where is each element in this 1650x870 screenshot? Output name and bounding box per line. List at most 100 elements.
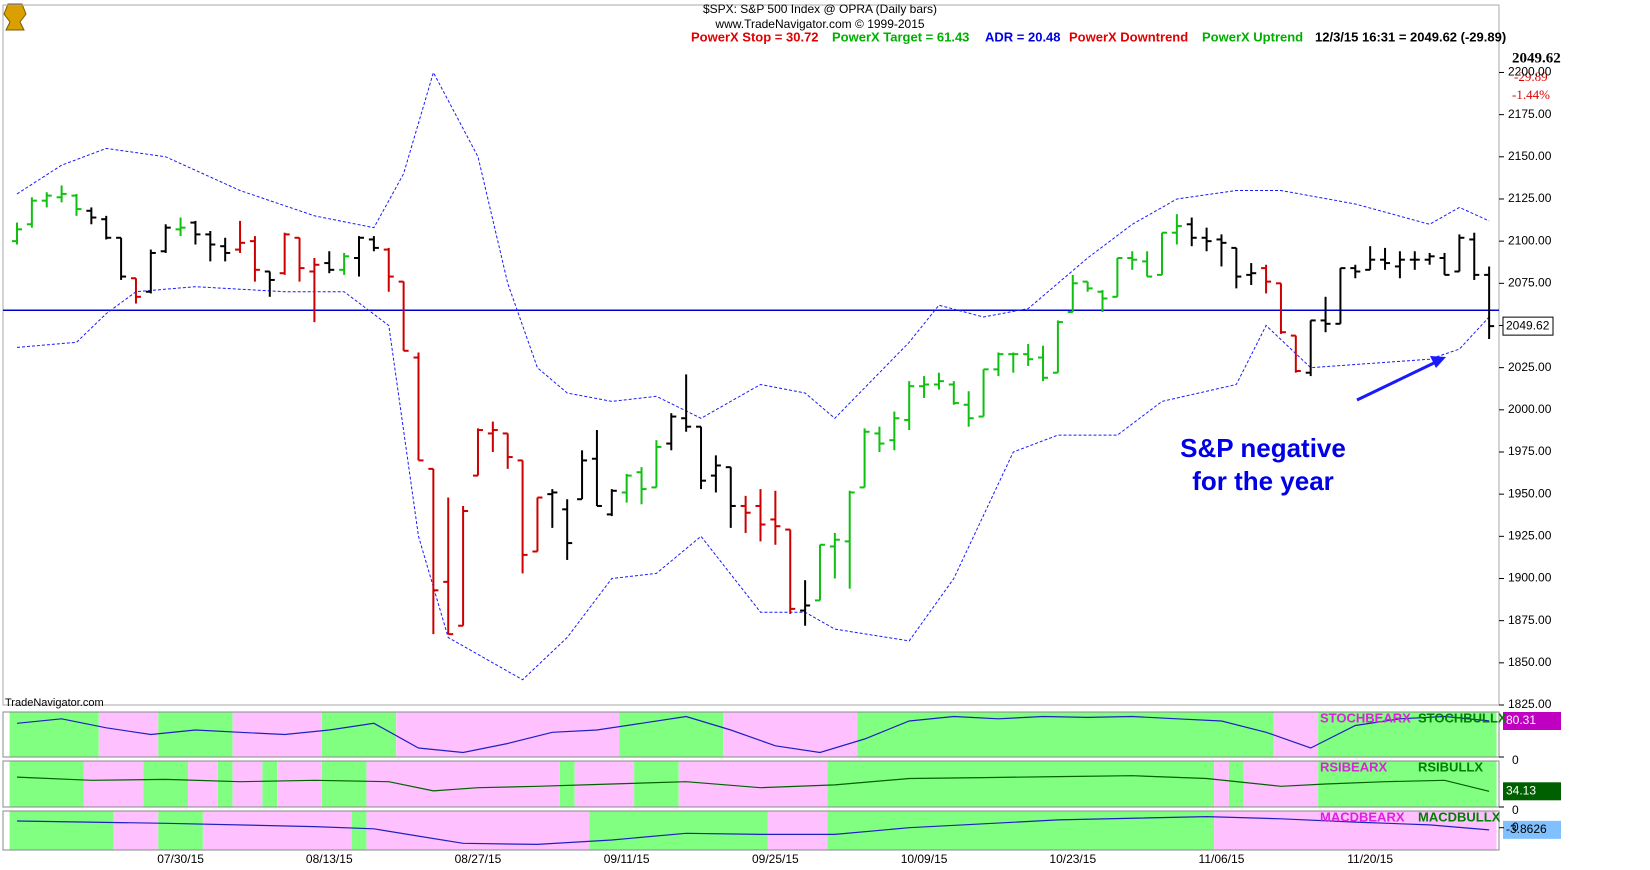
- y-tick-label: 1825.00: [1508, 697, 1552, 711]
- indicator-line: [16, 715, 1490, 754]
- value-label: -3.8626: [1506, 822, 1547, 836]
- trend-zone: [723, 712, 858, 757]
- annotation: for the year: [1192, 466, 1334, 496]
- trend-zone: [188, 761, 218, 807]
- logo-shape: [3, 3, 27, 31]
- trend-zone: [9, 712, 99, 757]
- indicator-line: [16, 815, 1490, 846]
- y-tick-label: 1925.00: [1508, 528, 1552, 542]
- y-tick-label: 1850.00: [1508, 655, 1552, 669]
- value-label: 80.31: [1506, 713, 1536, 727]
- x-tick-label: 08/13/15: [306, 852, 353, 866]
- trend-zone: [678, 761, 828, 807]
- quote-change-pct: -1.44%: [1512, 87, 1550, 102]
- quote-last: 2049.62: [1512, 50, 1561, 66]
- x-tick-label: 11/20/15: [1347, 852, 1393, 866]
- trend-zone: [619, 712, 724, 757]
- last-price-box: [1502, 316, 1554, 336]
- chart-subtitle: www.TradeNavigator.com © 1999-2015: [714, 17, 924, 31]
- plot-frame: [2, 4, 1500, 706]
- panel-label: MACDBEARX: [1320, 809, 1405, 824]
- chart-title: $SPX: S&P 500 Index @ OPRA (Daily bars): [703, 2, 937, 16]
- trend-zone: [232, 761, 263, 807]
- panel-frame: [2, 810, 1500, 851]
- trend-zone: [366, 761, 560, 807]
- trend-zone: [321, 712, 397, 757]
- panel-label: RSIBEARX: [1320, 759, 1388, 774]
- panel-label: STOCHBULLX: [1418, 710, 1507, 725]
- annotation-arrow: [1356, 356, 1446, 402]
- y-tick-label: 2125.00: [1508, 191, 1552, 205]
- y-tick-label: 2200.00: [1508, 65, 1552, 79]
- panel-label: RSIBULLX: [1418, 759, 1483, 774]
- y-tick-label: 0: [1512, 803, 1519, 817]
- y-tick-label: 2100.00: [1508, 233, 1552, 247]
- trend-zone: [351, 811, 367, 850]
- panel-frame: [2, 760, 1500, 808]
- header-item: PowerX Downtrend: [1069, 29, 1188, 44]
- trend-zone: [559, 761, 575, 807]
- y-tick-label: 2175.00: [1508, 107, 1552, 121]
- trend-zone: [396, 712, 620, 757]
- y-tick-label: 1950.00: [1508, 486, 1552, 500]
- annotation: S&P negative: [1180, 433, 1346, 463]
- trend-zone: [9, 811, 114, 850]
- x-tick-label: 09/11/15: [604, 852, 650, 866]
- trend-zone: [827, 761, 1214, 807]
- header-item: ADR = 20.48: [985, 29, 1061, 44]
- watermark: TradeNavigator.com: [5, 697, 104, 709]
- x-tick-label: 10/09/15: [901, 852, 948, 866]
- x-tick-label: 11/06/15: [1199, 852, 1245, 866]
- trend-zone: [1214, 761, 1229, 807]
- value-label: 34.13: [1506, 783, 1536, 797]
- band-line: [16, 71, 1490, 419]
- quote-change: -29.89: [1514, 69, 1548, 84]
- logo: [3, 3, 27, 31]
- indicator-line: [16, 775, 1490, 792]
- y-tick-label: 1900.00: [1508, 571, 1552, 585]
- trend-zone: [277, 761, 322, 807]
- trend-zone: [202, 811, 352, 850]
- trend-zone: [1318, 761, 1497, 807]
- trend-zone: [143, 761, 188, 807]
- value-box: [1503, 712, 1561, 730]
- panel-label: STOCHBEARX: [1320, 710, 1411, 725]
- x-tick-label: 09/25/15: [752, 852, 799, 866]
- trend-zone: [634, 761, 679, 807]
- trend-zone: [113, 811, 159, 850]
- header-item: PowerX Target = 61.43: [832, 29, 969, 44]
- trend-zone: [1214, 811, 1497, 850]
- trend-zone: [366, 811, 590, 850]
- y-tick-label: 2150.00: [1508, 149, 1552, 163]
- trend-zone: [767, 811, 828, 850]
- last-price-label: 2049.62: [1506, 318, 1550, 332]
- trend-zone: [9, 761, 84, 807]
- trend-zone: [83, 761, 144, 807]
- trend-zone: [1228, 761, 1244, 807]
- trend-zone: [589, 811, 768, 850]
- trend-zone: [321, 761, 367, 807]
- band-line: [16, 286, 1490, 681]
- trend-zone: [158, 811, 203, 850]
- x-tick-label: 07/30/15: [157, 852, 204, 866]
- header-item: 12/3/15 16:31 = 2049.62 (-29.89): [1315, 29, 1506, 44]
- x-tick-label: 10/23/15: [1049, 852, 1096, 866]
- trend-zone: [1273, 712, 1319, 757]
- y-tick-label: 1975.00: [1508, 444, 1552, 458]
- y-tick-label: 1875.00: [1508, 613, 1552, 627]
- y-tick-label: 0: [1512, 820, 1519, 834]
- arrow-shaft: [1356, 360, 1437, 402]
- trend-zone: [857, 712, 1274, 757]
- header-item: PowerX Stop = 30.72: [691, 29, 819, 44]
- arrow-head: [1430, 356, 1446, 368]
- trend-zone: [262, 761, 278, 807]
- y-tick-label: 2025.00: [1508, 360, 1552, 374]
- panel-frame: [2, 711, 1500, 758]
- y-tick-label: 2075.00: [1508, 275, 1552, 289]
- value-box: [1503, 820, 1561, 839]
- trend-zone: [217, 761, 233, 807]
- trend-zone: [827, 811, 1214, 850]
- y-tick-label: 0: [1512, 753, 1519, 767]
